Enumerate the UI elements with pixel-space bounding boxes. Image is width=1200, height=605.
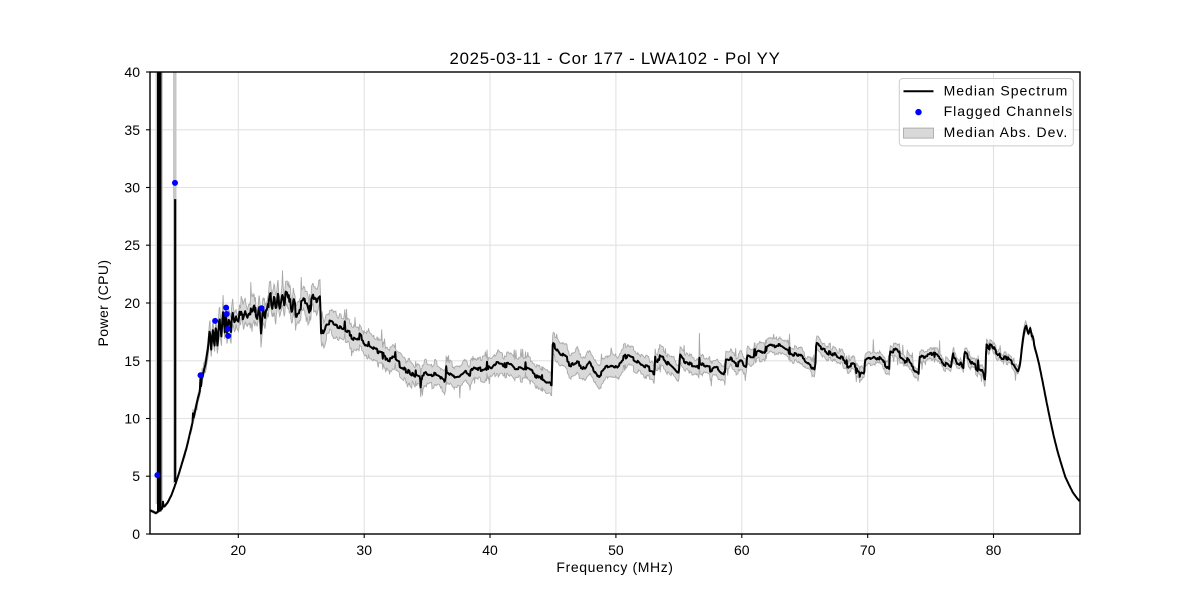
svg-text:10: 10: [124, 411, 140, 427]
svg-text:0: 0: [132, 526, 140, 542]
svg-text:2025-03-11 - Cor 177 - LWA102: 2025-03-11 - Cor 177 - LWA102 - Pol YY: [449, 49, 780, 68]
svg-text:Flagged Channels: Flagged Channels: [944, 103, 1074, 119]
svg-text:40: 40: [124, 64, 140, 80]
svg-text:5: 5: [132, 468, 140, 484]
svg-text:Frequency (MHz): Frequency (MHz): [556, 559, 673, 575]
svg-text:40: 40: [482, 542, 498, 558]
svg-text:30: 30: [124, 180, 140, 196]
svg-text:35: 35: [124, 122, 140, 138]
svg-text:60: 60: [734, 542, 750, 558]
svg-text:20: 20: [231, 542, 247, 558]
svg-text:Median Spectrum: Median Spectrum: [944, 82, 1069, 98]
svg-text:Median Abs. Dev.: Median Abs. Dev.: [944, 124, 1069, 140]
svg-text:50: 50: [608, 542, 624, 558]
svg-text:25: 25: [124, 237, 140, 253]
svg-text:Power (CPU): Power (CPU): [95, 260, 111, 347]
svg-text:70: 70: [860, 542, 876, 558]
svg-text:15: 15: [124, 353, 140, 369]
svg-text:80: 80: [986, 542, 1002, 558]
svg-text:20: 20: [124, 295, 140, 311]
svg-text:30: 30: [356, 542, 372, 558]
